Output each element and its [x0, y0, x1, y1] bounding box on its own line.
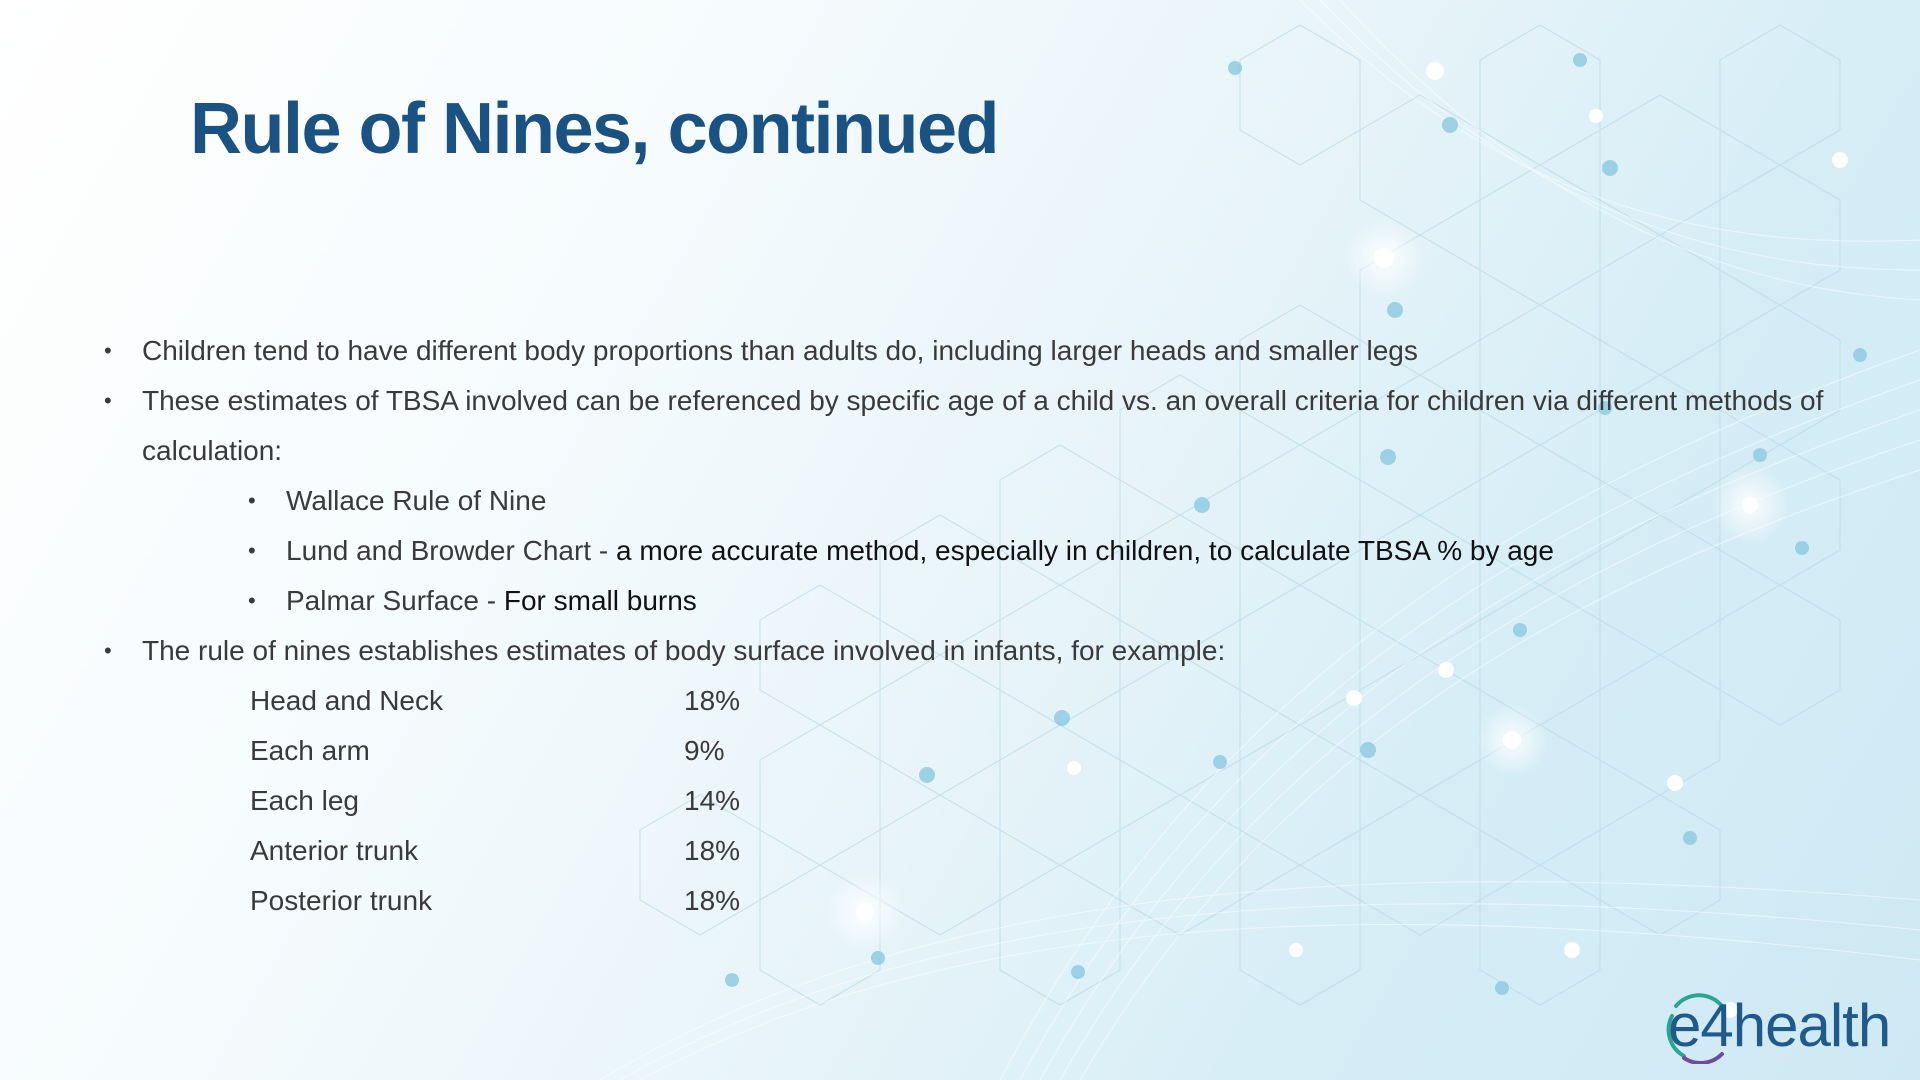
sub-bullet-lund-browder: Lund and Browder Chart - a more accurate…	[0, 526, 1900, 576]
table-cell-value: 14%	[684, 785, 741, 816]
table-cell-part: Head and Neck	[250, 685, 444, 716]
bullet-infant-estimates: The rule of nines establishes estimates …	[0, 626, 1900, 676]
bullet-tbsa-estimates: These estimates of TBSA involved can be …	[0, 376, 1900, 476]
table-row: Each leg 14%	[0, 776, 1900, 826]
bullet-children-proportions: Children tend to have different body pro…	[0, 326, 1900, 376]
sub-bullet-label: Wallace Rule of Nine	[286, 485, 547, 516]
table-cell-part: Anterior trunk	[250, 835, 419, 866]
infant-rule-of-nines-table: Head and Neck 18% Each arm 9% Each leg 1…	[0, 676, 1900, 926]
sub-bullet-detail: a more accurate method, especially in ch…	[615, 535, 1554, 566]
sub-bullet-label: Palmar Surface -	[286, 585, 504, 616]
sub-bullet-palmar: Palmar Surface - For small burns	[0, 576, 1900, 626]
e4health-logo-ring-icon	[1666, 993, 1724, 1064]
table-cell-value: 18%	[684, 885, 741, 916]
table-row: Posterior trunk 18%	[0, 876, 1900, 926]
slide-title: Rule of Nines, continued	[190, 89, 1000, 169]
table-cell-value: 18%	[684, 685, 741, 716]
table-cell-part: Each leg	[250, 785, 359, 816]
sub-bullet-wallace: Wallace Rule of Nine	[0, 476, 1900, 526]
table-row: Head and Neck 18%	[0, 676, 1900, 726]
table-row: Each arm 9%	[0, 726, 1900, 776]
e4health-logo-text: e4health	[1668, 992, 1891, 1059]
table-row: Anterior trunk 18%	[0, 826, 1900, 876]
table-cell-value: 9%	[684, 735, 725, 766]
table-cell-part: Posterior trunk	[250, 885, 433, 916]
table-cell-value: 18%	[684, 835, 741, 866]
slide-content: Children tend to have different body pro…	[0, 326, 1900, 926]
sub-bullet-detail: For small burns	[503, 585, 697, 616]
e4health-logo: e4health	[1666, 992, 1896, 1064]
sub-bullet-label: Lund and Browder Chart -	[286, 535, 616, 566]
table-cell-part: Each arm	[250, 735, 370, 766]
